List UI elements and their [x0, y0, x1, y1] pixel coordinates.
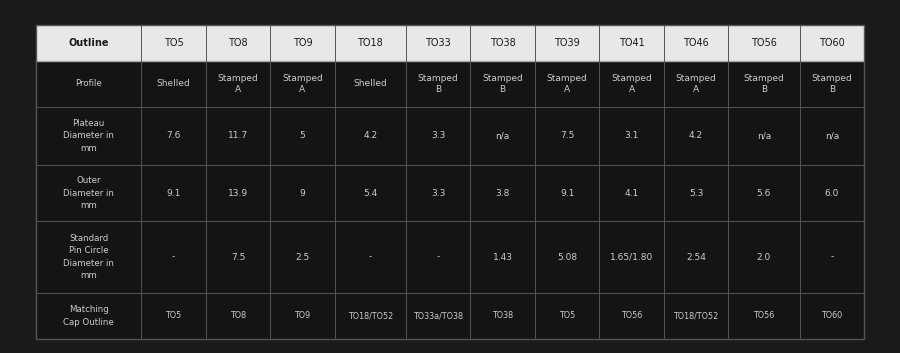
Text: TO8: TO8	[228, 38, 248, 48]
Text: Outer
Diameter in
mm: Outer Diameter in mm	[63, 176, 114, 210]
Text: 5.4: 5.4	[363, 189, 377, 198]
Text: 1.43: 1.43	[492, 252, 513, 262]
Text: Shelled: Shelled	[354, 79, 387, 88]
Text: TO38: TO38	[490, 38, 516, 48]
Text: TO41: TO41	[618, 38, 644, 48]
Bar	[36, 25, 864, 339]
Text: n/a: n/a	[824, 131, 839, 140]
Text: 4.2: 4.2	[364, 131, 377, 140]
Text: n/a: n/a	[757, 131, 771, 140]
Text: TO56: TO56	[621, 311, 643, 321]
Text: 5.08: 5.08	[557, 252, 577, 262]
Text: TO56: TO56	[751, 38, 777, 48]
Bar	[36, 107, 864, 166]
Bar	[36, 25, 864, 61]
Text: 3.3: 3.3	[431, 131, 446, 140]
Text: TO5: TO5	[559, 311, 575, 321]
Text: Matching
Cap Outline: Matching Cap Outline	[63, 305, 114, 327]
Text: 11.7: 11.7	[228, 131, 248, 140]
Text: -: -	[369, 252, 372, 262]
Text: 5: 5	[300, 131, 305, 140]
Text: TO60: TO60	[819, 38, 844, 48]
Text: Plateau
Diameter in
mm: Plateau Diameter in mm	[63, 119, 114, 153]
Text: Stamped
A: Stamped A	[282, 73, 323, 94]
Text: 9: 9	[300, 189, 305, 198]
Text: Stamped
B: Stamped B	[812, 73, 852, 94]
Text: -: -	[172, 252, 176, 262]
Text: Stamped
A: Stamped A	[218, 73, 258, 94]
Text: Stamped
A: Stamped A	[676, 73, 716, 94]
Text: 3.3: 3.3	[431, 189, 446, 198]
Text: TO8: TO8	[230, 311, 246, 321]
Text: TO18/TO52: TO18/TO52	[347, 311, 393, 321]
Text: Shelled: Shelled	[157, 79, 190, 88]
Text: 5.6: 5.6	[757, 189, 771, 198]
Text: TO39: TO39	[554, 38, 580, 48]
Text: n/a: n/a	[496, 131, 509, 140]
Text: 1.65/1.80: 1.65/1.80	[610, 252, 653, 262]
Text: TO46: TO46	[683, 38, 709, 48]
Bar	[36, 221, 864, 293]
Text: 3.8: 3.8	[495, 189, 509, 198]
Text: TO33a/TO38: TO33a/TO38	[413, 311, 464, 321]
Text: 2.54: 2.54	[686, 252, 706, 262]
Text: TO38: TO38	[492, 311, 513, 321]
Text: 7.6: 7.6	[166, 131, 181, 140]
Text: Stamped
B: Stamped B	[482, 73, 523, 94]
Text: TO5: TO5	[166, 311, 182, 321]
Text: 3.1: 3.1	[625, 131, 639, 140]
Text: TO18: TO18	[357, 38, 383, 48]
Text: 4.1: 4.1	[625, 189, 639, 198]
Text: -: -	[436, 252, 440, 262]
Text: 9.1: 9.1	[166, 189, 181, 198]
Text: Outline: Outline	[68, 38, 109, 48]
Bar	[36, 293, 864, 339]
Bar	[36, 25, 864, 339]
Text: 6.0: 6.0	[824, 189, 839, 198]
Text: TO9: TO9	[292, 38, 312, 48]
Bar	[36, 166, 864, 221]
Text: 7.5: 7.5	[230, 252, 245, 262]
Text: 4.2: 4.2	[689, 131, 703, 140]
Text: 13.9: 13.9	[228, 189, 248, 198]
Text: -: -	[830, 252, 833, 262]
Text: Stamped
A: Stamped A	[611, 73, 652, 94]
Text: 5.3: 5.3	[688, 189, 703, 198]
Text: Stamped
B: Stamped B	[418, 73, 458, 94]
Text: Standard
Pin Circle
Diameter in
mm: Standard Pin Circle Diameter in mm	[63, 234, 114, 280]
Text: Profile: Profile	[76, 79, 102, 88]
Text: Stamped
B: Stamped B	[743, 73, 784, 94]
Text: 2.0: 2.0	[757, 252, 771, 262]
Text: TO18/TO52: TO18/TO52	[673, 311, 718, 321]
Text: TO5: TO5	[164, 38, 184, 48]
Text: TO9: TO9	[294, 311, 310, 321]
Text: TO33: TO33	[425, 38, 451, 48]
Text: 7.5: 7.5	[560, 131, 574, 140]
Text: TO60: TO60	[821, 311, 842, 321]
Text: 9.1: 9.1	[560, 189, 574, 198]
Text: 2.5: 2.5	[295, 252, 310, 262]
Text: TO56: TO56	[753, 311, 775, 321]
Text: Stamped
A: Stamped A	[546, 73, 588, 94]
Bar	[36, 61, 864, 107]
